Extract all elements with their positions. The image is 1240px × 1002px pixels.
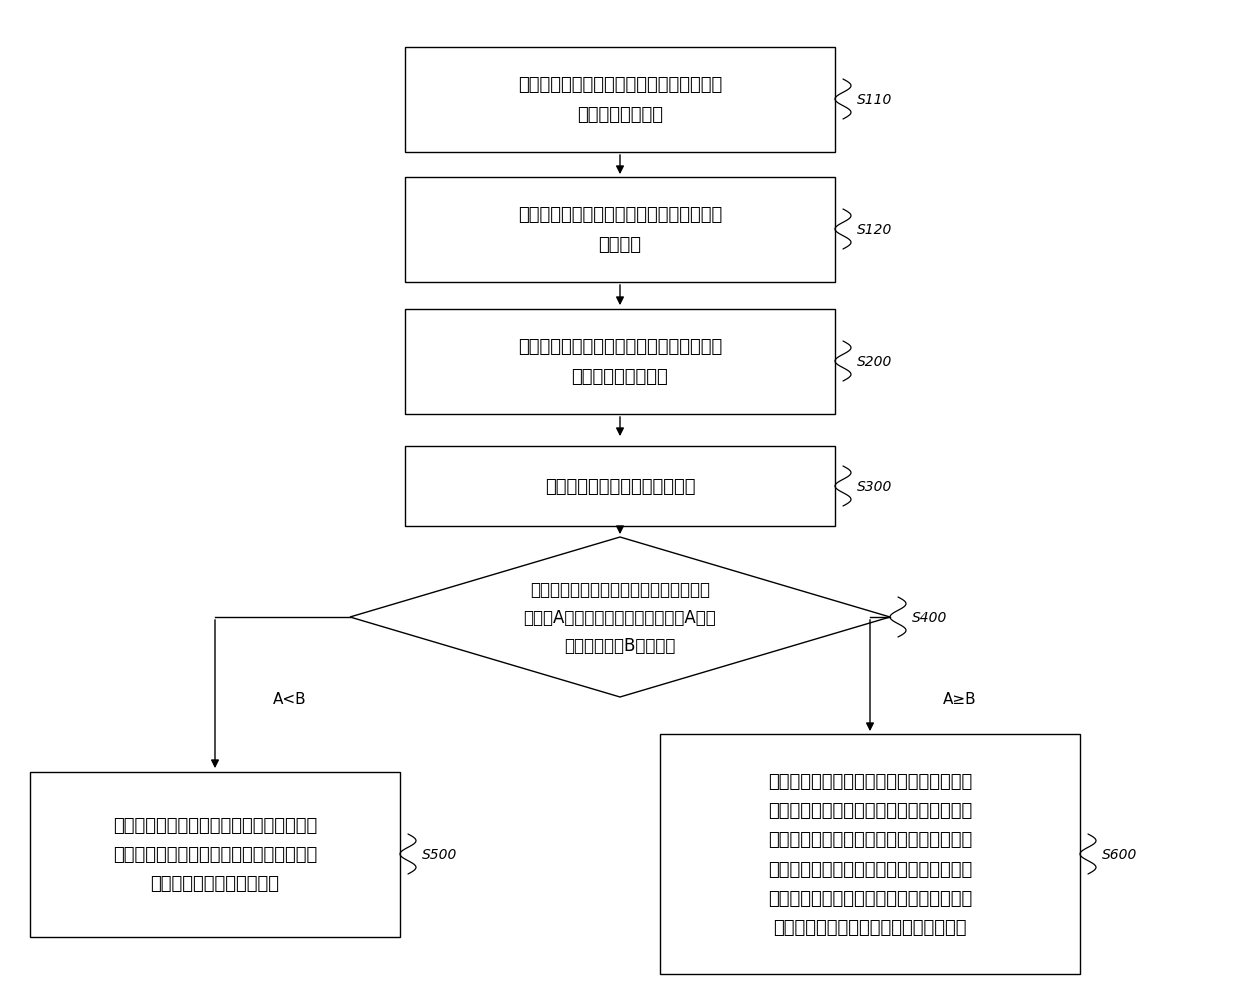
Text: 计算各距离库的差分相移，统计各距离库的
差分相移出现的频率: 计算各距离库的差分相移，统计各距离库的 差分相移出现的频率 bbox=[518, 338, 722, 385]
Text: S600: S600 bbox=[1102, 847, 1137, 861]
Text: 将当前系统差分相移分别与最近第二时长内
保存的差分相移的最大值、最近第二时长内
保存的差分相移的最小值进行比较，如果当
前系统差分相移大于所述最大值或小于所述
: 将当前系统差分相移分别与最近第二时长内 保存的差分相移的最大值、最近第二时长内 … bbox=[768, 773, 972, 936]
Bar bbox=[405, 447, 835, 526]
Text: S120: S120 bbox=[857, 222, 893, 236]
Bar bbox=[405, 47, 835, 152]
Text: S400: S400 bbox=[911, 610, 947, 624]
Bar bbox=[405, 310, 835, 414]
Bar bbox=[30, 772, 401, 937]
Text: 在双偏振雷达进行一次扫描后，计算回波中
地物杂波的信噪比: 在双偏振雷达进行一次扫描后，计算回波中 地物杂波的信噪比 bbox=[518, 76, 722, 123]
Text: S300: S300 bbox=[857, 480, 893, 494]
Text: 获得信噪比高于预设信噪比阈值的地物杂波
的距离库: 获得信噪比高于预设信噪比阈值的地物杂波 的距离库 bbox=[518, 206, 722, 254]
Bar bbox=[405, 177, 835, 283]
Polygon shape bbox=[350, 537, 890, 697]
Text: S500: S500 bbox=[422, 847, 458, 861]
Text: S110: S110 bbox=[857, 93, 893, 107]
Text: 当本次保存的差分相移与当前系统差分相移
之差大于预设阈值时，将当前系统差分相移
更新为本次保存的差分相移: 当本次保存的差分相移与当前系统差分相移 之差大于预设阈值时，将当前系统差分相移 … bbox=[113, 816, 317, 893]
Text: A<B: A<B bbox=[273, 691, 306, 706]
Text: 将出现频率最高的差分相移保存: 将出现频率最高的差分相移保存 bbox=[544, 478, 696, 496]
Text: 统计最近第一时长内保存的各差分相移的
标准差A，将本次统计得到的标准差A与预
设标准差门限B进行比较: 统计最近第一时长内保存的各差分相移的 标准差A，将本次统计得到的标准差A与预 设… bbox=[523, 580, 717, 654]
Bar bbox=[660, 734, 1080, 974]
Text: S200: S200 bbox=[857, 355, 893, 369]
Text: A≥B: A≥B bbox=[944, 691, 977, 706]
